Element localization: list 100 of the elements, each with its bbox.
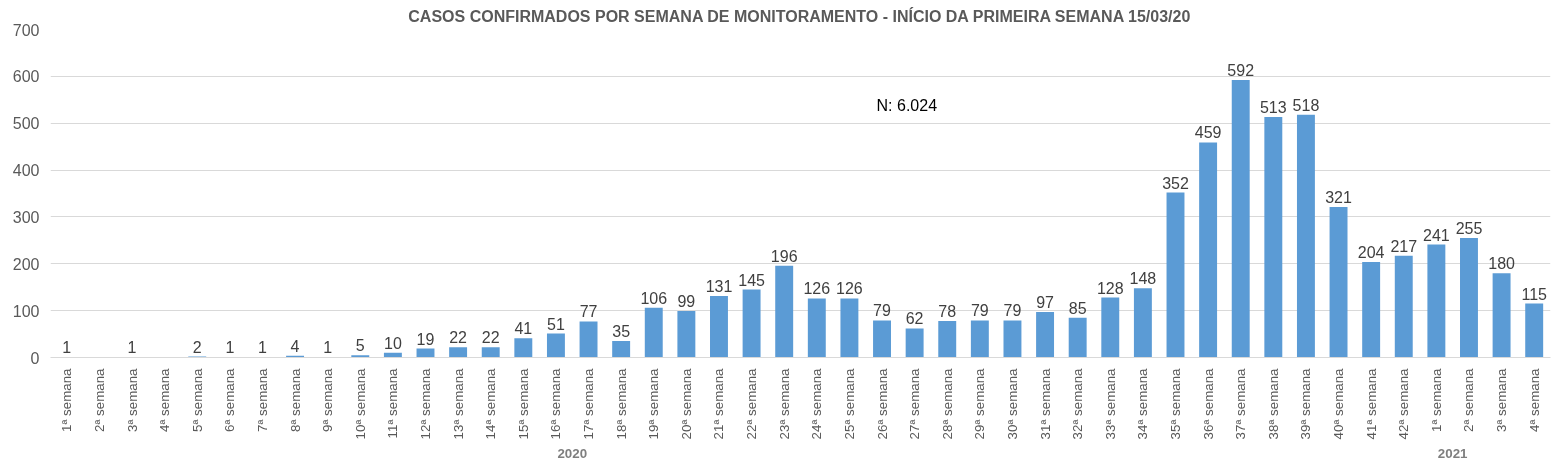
data-label: 99 (677, 293, 696, 311)
x-tick-label: 39ª semana (1298, 367, 1314, 440)
data-label: 62 (905, 310, 924, 328)
x-tick-label: 15ª semana (515, 367, 531, 440)
data-label: 10 (383, 334, 402, 352)
x-tick-label: 35ª semana (1168, 367, 1183, 440)
chart-title: CASOS CONFIRMADOS POR SEMANA DE MONITORAMENTO - INÍCIO DA PRIMEIRA SEMANA 15/03/20 (408, 6, 1191, 25)
x-tick-label: 23ª semana (776, 367, 792, 440)
data-label: 513 (1259, 99, 1287, 117)
x-tick-label: 22ª semana (744, 367, 760, 440)
data-label: 1 (323, 339, 333, 357)
x-tick-label: 21ª semana (711, 367, 727, 440)
x-tick-label: 12ª semana (418, 367, 433, 440)
x-tick-label: 31ª semana (1037, 367, 1053, 440)
data-label: 77 (579, 303, 598, 321)
data-label: 22 (449, 329, 468, 347)
x-tick-label: 14ª semana (483, 367, 499, 440)
data-label: 217 (1390, 237, 1418, 255)
data-label: 459 (1194, 124, 1222, 142)
data-label: 106 (640, 289, 668, 307)
data-label: 126 (803, 280, 831, 298)
data-label: 131 (705, 278, 733, 296)
text: 2020 (557, 445, 588, 461)
x-tick-label: 30ª semana (1004, 367, 1020, 440)
x-tick-label: 40ª semana (1331, 367, 1347, 440)
data-label: 204 (1357, 243, 1385, 261)
x-tick-label: 6ª semana (222, 367, 238, 432)
data-label: 1 (127, 339, 137, 357)
x-tick-label: 17ª semana (581, 367, 597, 440)
x-tick-label: 19ª semana (646, 367, 662, 440)
data-label: 2 (192, 338, 202, 356)
y-tick-label: 600 (12, 68, 40, 86)
data-label: 85 (1068, 299, 1087, 317)
data-label: 518 (1292, 96, 1320, 114)
data-label: 1 (62, 339, 72, 357)
y-tick-label: 700 (12, 21, 40, 39)
x-tick-label: 42ª semana (1396, 367, 1412, 440)
data-label: 1 (225, 339, 235, 357)
data-label: 78 (938, 302, 957, 320)
x-tick-label: 33ª semana (1102, 367, 1118, 440)
x-tick-label: 29ª semana (972, 367, 988, 440)
y-tick-label: 300 (12, 208, 40, 226)
data-label: 196 (770, 247, 798, 265)
data-label: 41 (514, 320, 533, 338)
x-tick-label: 5ª semana (189, 367, 205, 432)
data-label: 592 (1227, 62, 1255, 80)
x-tick-label: 37ª semana (1233, 367, 1249, 440)
x-tick-label: 8ª semana (287, 367, 303, 432)
x-tick-label: 32ª semana (1070, 367, 1086, 440)
x-tick-label: 27ª semana (907, 367, 923, 440)
data-label: 148 (1129, 270, 1157, 288)
x-tick-label: 34ª semana (1135, 367, 1151, 440)
data-label: 22 (481, 329, 500, 347)
y-tick-label: 200 (12, 255, 40, 273)
data-label: 5 (355, 337, 365, 355)
x-tick-label: 3ª semana (1494, 367, 1510, 432)
x-tick-label: 1ª semana (1428, 367, 1444, 432)
x-tick-label: 25ª semana (841, 367, 857, 440)
x-tick-label: 26ª semana (874, 367, 890, 440)
y-tick-label: 100 (12, 302, 40, 320)
x-tick-label: 16ª semana (548, 367, 564, 440)
x-tick-label: 9ª semana (320, 367, 336, 432)
x-tick-label: 4ª semana (157, 367, 173, 432)
x-tick-label: 2ª semana (91, 367, 107, 432)
data-label: 128 (1096, 279, 1124, 297)
x-tick-label: 18ª semana (613, 367, 629, 440)
data-label: 1 (258, 339, 268, 357)
y-tick-label: 500 (12, 115, 40, 133)
x-tick-label: 38ª semana (1265, 367, 1281, 440)
data-label: 241 (1423, 226, 1450, 244)
x-tick-label: 1ª semana (59, 367, 75, 432)
data-label: 145 (738, 271, 766, 289)
x-tick-label: 10ª semana (352, 367, 368, 440)
data-label: 115 (1521, 285, 1548, 303)
x-tick-label: 36ª semana (1200, 367, 1216, 440)
y-tick-label: 0 (30, 349, 40, 367)
x-tick-label: 7ª semana (254, 367, 270, 432)
data-label: 180 (1488, 255, 1516, 273)
x-tick-label: 13ª semana (450, 367, 466, 440)
data-label: 4 (290, 337, 300, 355)
data-label: 321 (1325, 189, 1352, 207)
x-tick-label: 11ª semana (385, 367, 401, 439)
x-tick-label: 3ª semana (124, 367, 140, 432)
x-tick-label: 28ª semana (939, 367, 955, 440)
data-label: 35 (612, 323, 631, 341)
data-label: 352 (1162, 174, 1189, 192)
text: 2021 (1437, 445, 1469, 461)
data-label: 126 (836, 280, 863, 298)
annotation: N: 6.024 (876, 96, 938, 114)
data-label: 79 (970, 302, 989, 320)
data-label: 19 (416, 330, 435, 348)
data-label: 255 (1455, 220, 1483, 238)
x-tick-label: 41ª semana (1363, 367, 1379, 440)
data-label: 97 (1036, 294, 1055, 312)
data-label: 79 (873, 302, 892, 320)
y-tick-label: 400 (12, 162, 40, 180)
x-tick-label: 4ª semana (1526, 367, 1542, 432)
x-tick-label: 24ª semana (809, 367, 825, 440)
x-tick-label: 20ª semana (678, 367, 694, 440)
data-label: 79 (1003, 302, 1022, 320)
